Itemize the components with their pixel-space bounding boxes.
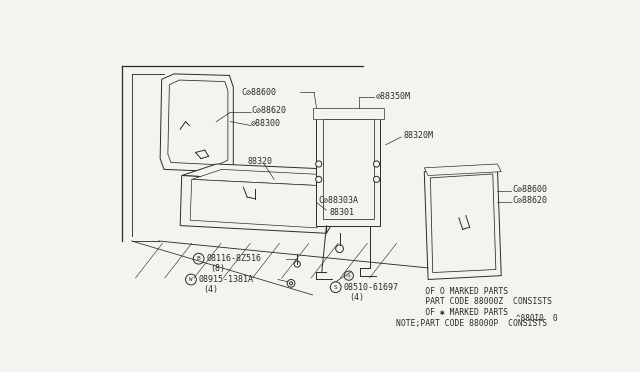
Text: ^880I0  0: ^880I0 0 bbox=[516, 314, 557, 323]
Circle shape bbox=[344, 271, 353, 280]
Polygon shape bbox=[168, 80, 228, 165]
Circle shape bbox=[186, 274, 196, 285]
Text: 08116-8Z516: 08116-8Z516 bbox=[206, 254, 261, 263]
Polygon shape bbox=[312, 108, 384, 119]
Circle shape bbox=[373, 161, 380, 167]
Text: C⊘88620: C⊘88620 bbox=[513, 196, 548, 205]
Text: (8): (8) bbox=[210, 264, 225, 273]
Polygon shape bbox=[180, 176, 328, 233]
Circle shape bbox=[373, 176, 380, 183]
Circle shape bbox=[289, 282, 292, 285]
Text: 08915-1381A: 08915-1381A bbox=[198, 275, 253, 284]
Circle shape bbox=[193, 253, 204, 264]
Circle shape bbox=[336, 245, 344, 253]
Circle shape bbox=[294, 261, 300, 267]
Text: 88301: 88301 bbox=[330, 208, 355, 217]
Text: ⊘88350M: ⊘88350M bbox=[376, 92, 411, 101]
Polygon shape bbox=[316, 112, 380, 225]
Text: OF O MARKED PARTS: OF O MARKED PARTS bbox=[396, 287, 508, 296]
Text: C⊘88600: C⊘88600 bbox=[242, 88, 276, 97]
Text: B: B bbox=[196, 256, 200, 261]
Polygon shape bbox=[424, 164, 501, 176]
Polygon shape bbox=[160, 74, 234, 172]
Polygon shape bbox=[192, 169, 326, 186]
Text: PART CODE 88000Z  CONSISTS: PART CODE 88000Z CONSISTS bbox=[396, 298, 552, 307]
Polygon shape bbox=[424, 168, 501, 279]
Text: ⊘88300: ⊘88300 bbox=[251, 119, 281, 128]
Circle shape bbox=[316, 176, 322, 183]
Polygon shape bbox=[326, 169, 336, 233]
Text: (4): (4) bbox=[204, 285, 218, 294]
Polygon shape bbox=[190, 179, 319, 228]
Text: S: S bbox=[334, 285, 337, 290]
Text: OF ✱ MARKED PARTS: OF ✱ MARKED PARTS bbox=[396, 308, 508, 317]
Text: (4): (4) bbox=[349, 293, 364, 302]
Text: 88320M: 88320M bbox=[403, 131, 433, 140]
Text: 88320: 88320 bbox=[247, 157, 272, 166]
Circle shape bbox=[316, 161, 322, 167]
Polygon shape bbox=[182, 164, 336, 183]
Circle shape bbox=[287, 279, 295, 287]
Text: NOTE;PART CODE 88000P  CONSISTS: NOTE;PART CODE 88000P CONSISTS bbox=[396, 319, 547, 328]
Text: W: W bbox=[189, 277, 193, 282]
Text: C⊘88600: C⊘88600 bbox=[513, 185, 548, 194]
Polygon shape bbox=[323, 119, 374, 219]
Text: 08510-61697: 08510-61697 bbox=[344, 283, 398, 292]
Text: C⊘88303A: C⊘88303A bbox=[318, 196, 358, 205]
Polygon shape bbox=[431, 174, 496, 273]
Text: C⊘88620: C⊘88620 bbox=[251, 106, 286, 115]
Circle shape bbox=[330, 282, 341, 293]
